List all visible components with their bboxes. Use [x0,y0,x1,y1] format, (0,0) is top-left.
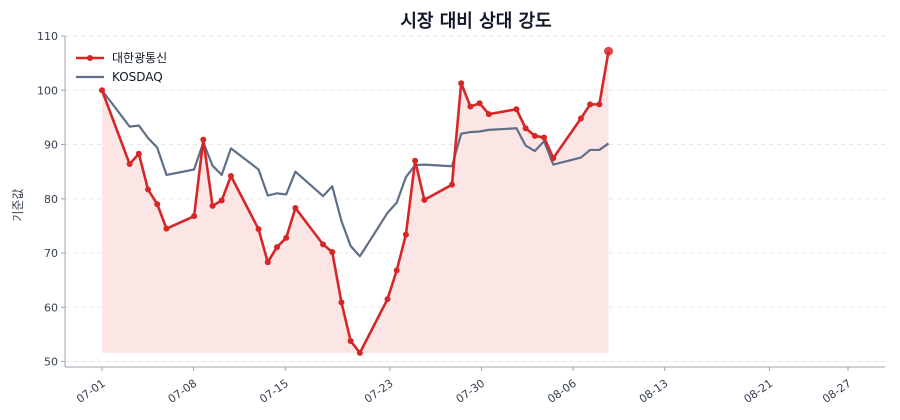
data-point [283,234,290,241]
series-line-stock [100,50,610,355]
data-point [384,296,391,303]
data-point [531,132,538,139]
data-point [338,299,345,306]
series-line-kosdaq [101,89,610,258]
data-point [577,115,584,122]
data-point [458,80,465,87]
data-point [347,337,354,344]
data-point [421,196,428,203]
x-tick-label: 07-30 [454,377,488,406]
data-point [99,87,105,94]
data-point [154,201,161,208]
data-point [145,186,152,193]
series-lines [99,46,614,356]
x-tick-label: 08-21 [742,377,776,406]
data-point [200,136,207,143]
y-tick-label: 60 [44,301,58,314]
x-tick-label: 07-08 [166,377,200,406]
y-tick-label: 50 [44,356,58,369]
y-tick-label: 70 [44,247,58,260]
area-fill-shape [102,51,609,353]
data-point [126,161,133,168]
y-axis-label: 기준값 [11,188,25,221]
legend-marker [87,55,93,61]
data-point [227,172,234,179]
data-point [541,134,548,141]
area-fill [102,51,609,353]
y-tick-label: 80 [44,193,58,206]
x-tick-label: 08-27 [820,377,854,406]
data-point [329,248,336,255]
data-point [485,111,492,118]
data-point [356,349,363,356]
y-tick-label: 110 [37,30,58,43]
data-point [604,46,614,56]
data-point [264,259,271,266]
chart-title: 시장 대비 상대 강도 [400,11,551,32]
data-point [320,241,327,248]
data-point [467,103,474,110]
data-point [393,267,400,274]
y-tick-label: 100 [37,84,58,97]
data-point [163,225,170,232]
data-point [412,157,419,164]
data-point [596,101,603,108]
data-point [587,101,594,108]
x-tick-label: 07-01 [74,377,108,406]
x-ticks: 07-01 07-08 07-15 07-23 07-30 08-06 08-13 08-21… [74,367,854,406]
data-point [402,231,409,238]
x-tick-label: 07-15 [257,377,291,406]
x-tick-label: 08-13 [637,377,671,406]
y-tick-label: 90 [44,139,58,152]
x-tick-label: 08-06 [545,377,579,406]
data-point [209,202,216,209]
data-point [550,155,557,162]
data-point [273,244,280,251]
data-point [292,205,299,212]
data-point [135,150,142,157]
y-ticks: 50 60 70 80 90 100 110 [37,30,65,369]
x-tick-label: 07-23 [362,377,396,406]
axes [64,36,885,368]
data-point [255,226,262,233]
data-point [513,106,520,113]
data-point [218,197,225,204]
data-point [448,181,455,188]
legend-label: 대한광통신 [112,51,167,65]
legend: 대한광통신 KOSDAQ [76,51,167,84]
data-point [191,213,198,220]
legend-label: KOSDAQ [112,70,163,84]
data-point [476,100,483,107]
data-point [522,125,529,132]
